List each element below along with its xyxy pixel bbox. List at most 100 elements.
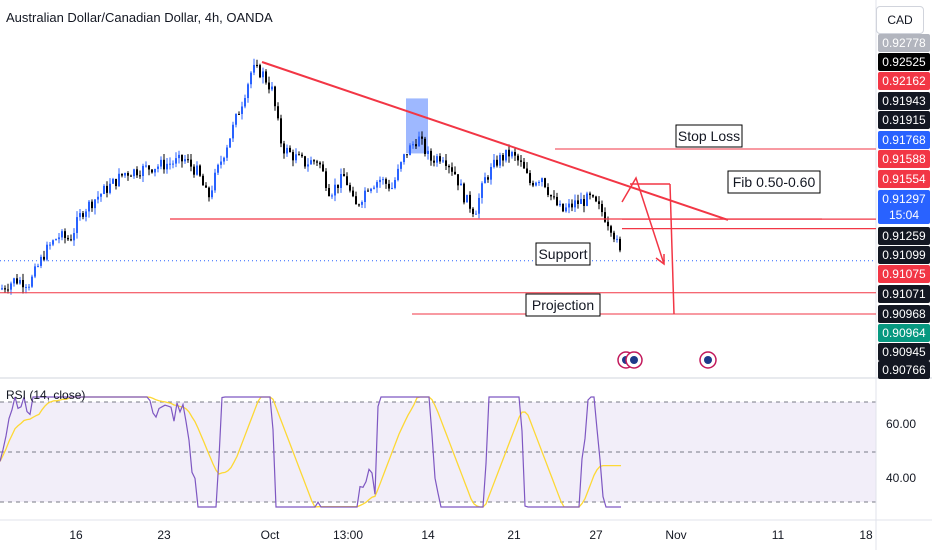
candle-body	[244, 98, 246, 107]
candle	[472, 207, 474, 218]
candle-body	[523, 161, 525, 169]
candle-body	[139, 175, 141, 177]
candle-body	[136, 169, 138, 176]
candle-body	[322, 164, 324, 172]
candle-body	[331, 195, 333, 197]
stop-loss-label[interactable]: Stop Loss	[675, 124, 743, 148]
candle-body	[478, 197, 480, 214]
candle	[328, 183, 330, 197]
price-badge-bg	[878, 324, 930, 342]
price-badge: 0.92525	[878, 53, 930, 71]
candle	[19, 276, 21, 285]
candle-body	[163, 159, 165, 170]
candle	[364, 187, 366, 209]
candle	[289, 145, 291, 153]
candle	[73, 228, 75, 246]
price-badge-text: 0.91259	[882, 229, 926, 243]
price-badge-text: 0.91297	[882, 192, 926, 206]
candle	[139, 170, 141, 179]
candle	[49, 242, 51, 250]
price-badge-text: 0.91915	[882, 113, 926, 127]
support-label[interactable]: Support	[535, 242, 591, 266]
candle-body	[52, 240, 54, 245]
candle	[64, 228, 66, 244]
resistance-trendline	[261, 61, 729, 221]
price-badge-text: 0.90968	[882, 307, 926, 321]
candle-body	[229, 138, 231, 148]
candle	[37, 263, 39, 268]
price-badge: 0.91071	[878, 285, 930, 303]
candle-body	[475, 213, 477, 215]
candle	[61, 229, 63, 241]
candle-body	[448, 165, 450, 168]
candle	[388, 179, 390, 192]
candle-body	[133, 169, 135, 177]
candle	[145, 161, 147, 168]
candle	[421, 131, 423, 145]
annotation-labels-layer[interactable]: Stop Loss Fib 0.50-0.60 Support Projection	[525, 124, 821, 317]
price-badge-bg	[878, 246, 930, 264]
candle	[610, 224, 612, 237]
candle	[250, 71, 252, 89]
candle-body	[490, 167, 492, 180]
candle-body	[535, 182, 537, 186]
candle-body	[601, 204, 603, 213]
candle-body	[25, 286, 27, 288]
candle	[172, 160, 174, 169]
candle	[355, 191, 357, 205]
candle	[223, 156, 225, 165]
candle-body	[211, 190, 213, 198]
candle	[409, 143, 411, 156]
candle	[316, 159, 318, 167]
candle	[412, 141, 414, 149]
candle	[34, 263, 36, 279]
candle-body	[484, 177, 486, 184]
candle	[340, 168, 342, 193]
candle	[106, 181, 108, 198]
price-badge-countdown: 15:04	[889, 208, 919, 222]
price-badge: 0.91943	[878, 92, 930, 110]
price-badge-text: 0.90964	[882, 326, 926, 340]
candle	[529, 170, 531, 186]
candle	[559, 200, 561, 207]
candle-body	[367, 190, 369, 192]
projection-label[interactable]: Projection	[525, 293, 601, 317]
candle-body	[298, 154, 300, 156]
candle-body	[436, 156, 438, 163]
currency-button[interactable]: CAD	[876, 6, 924, 34]
candle-body	[292, 152, 294, 161]
candle	[229, 138, 231, 148]
candle	[28, 284, 30, 291]
candle-body	[328, 187, 330, 197]
candle-body	[451, 167, 453, 172]
candle-body	[67, 237, 69, 240]
candle	[460, 179, 462, 186]
candle	[526, 162, 528, 174]
price-badge-text: 0.92525	[882, 55, 926, 69]
candle	[97, 191, 99, 204]
fib-label-box	[727, 170, 821, 194]
candle-body	[196, 165, 198, 175]
candle-body	[571, 203, 573, 208]
candle-body	[556, 196, 558, 206]
rsi-indicator-label[interactable]: RSI (14, close)	[6, 388, 86, 402]
price-badge-bg	[878, 92, 930, 110]
rsi-line	[0, 396, 621, 508]
candle-body	[499, 154, 501, 166]
candle-body	[250, 72, 252, 85]
candle-body	[595, 196, 597, 202]
candle-body	[142, 165, 144, 176]
fib-label[interactable]: Fib 0.50-0.60	[727, 170, 821, 194]
candle	[505, 149, 507, 163]
price-badge-text: 0.91075	[882, 267, 926, 281]
candle-body	[562, 203, 564, 212]
candle	[235, 113, 237, 128]
candle	[565, 203, 567, 213]
projection-label-box	[525, 293, 601, 317]
candle	[82, 210, 84, 220]
candle	[148, 165, 150, 176]
price-badge: 0.91297 15:04	[878, 190, 930, 224]
candle-body	[175, 158, 177, 164]
candle	[616, 235, 618, 243]
